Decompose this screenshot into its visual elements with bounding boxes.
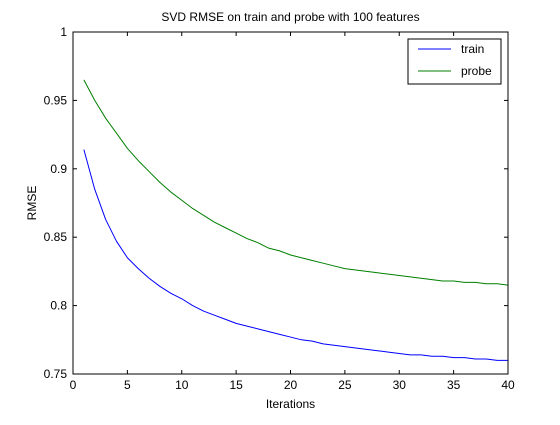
x-tick-label: 30	[393, 378, 407, 392]
series-line-probe	[83, 79, 509, 286]
y-axis-ticks: 0.75 0.8 0.85 0.9 0.95 1	[44, 25, 508, 381]
x-tick-label: 10	[175, 378, 189, 392]
x-tick-label: 35	[447, 378, 461, 392]
x-tick-label: 15	[229, 378, 243, 392]
y-tick-label: 0.8	[50, 299, 67, 313]
x-tick-label: 40	[501, 378, 515, 392]
y-tick-label: 0.9	[50, 162, 67, 176]
y-tick-label: 0.95	[44, 93, 68, 107]
x-tick-label: 0	[70, 378, 77, 392]
y-tick-label: 0.85	[44, 230, 68, 244]
legend-label-train: train	[461, 42, 484, 56]
y-axis-label: RMSE	[25, 186, 39, 221]
x-axis-ticks: 0 5 10 15 20 25 30 35 40	[70, 32, 515, 392]
x-tick-label: 5	[124, 378, 131, 392]
legend-label-probe: probe	[461, 64, 492, 78]
x-axis-label: Iterations	[266, 397, 315, 411]
x-tick-label: 25	[338, 378, 352, 392]
series-layer	[83, 79, 509, 361]
series-line-train	[83, 149, 508, 361]
plot-area	[73, 32, 508, 374]
y-tick-label: 0.75	[44, 367, 68, 381]
x-tick-label: 20	[284, 378, 298, 392]
legend: train probe	[407, 38, 502, 85]
chart-title: SVD RMSE on train and probe with 100 fea…	[161, 10, 419, 24]
y-tick-label: 1	[60, 25, 67, 39]
legend-box	[407, 38, 502, 85]
